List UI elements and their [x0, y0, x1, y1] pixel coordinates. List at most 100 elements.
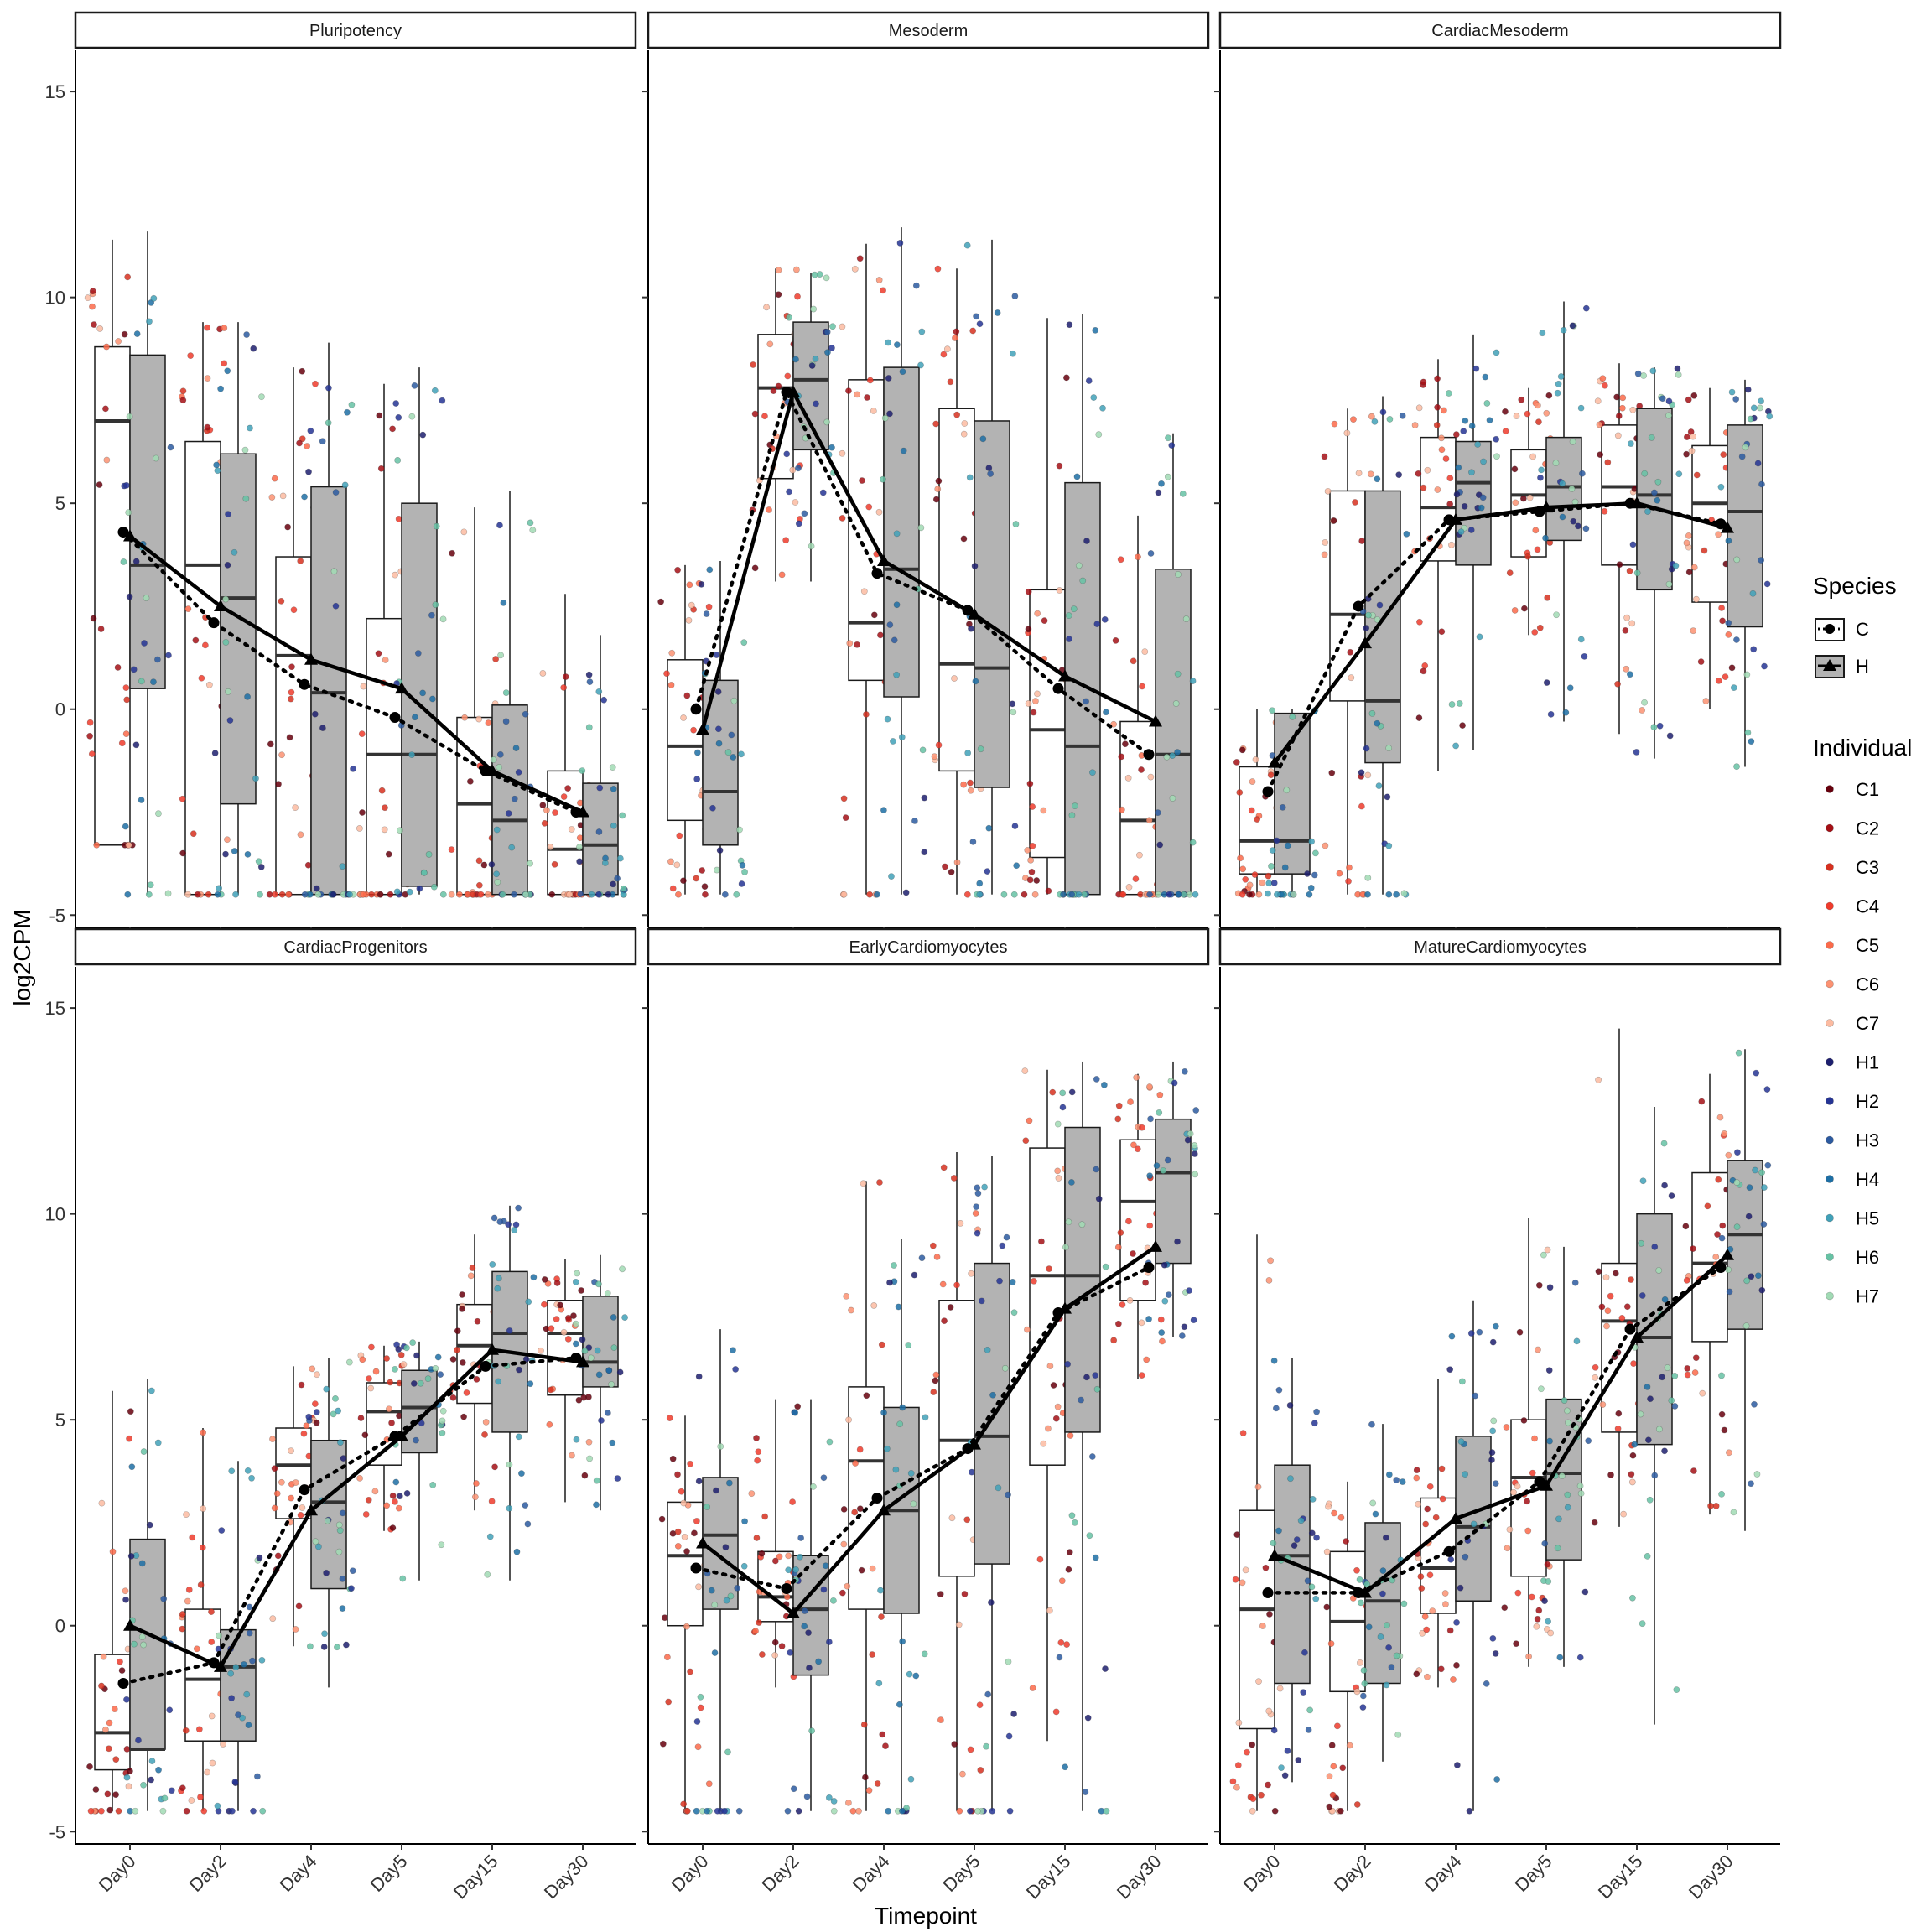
sample-point — [553, 1316, 560, 1323]
sample-point — [1764, 1161, 1772, 1169]
sample-point — [968, 625, 974, 632]
sample-point — [1620, 1510, 1628, 1518]
sample-point — [1672, 562, 1680, 569]
sample-point — [1668, 1397, 1675, 1404]
sample-point — [91, 321, 97, 328]
sample-point — [1046, 1363, 1054, 1369]
sample-point — [984, 1690, 992, 1698]
sample-point — [918, 1254, 926, 1262]
sample-point — [1308, 1530, 1316, 1537]
sample-point — [1233, 1784, 1240, 1791]
sample-point — [428, 695, 436, 703]
sample-point — [1518, 396, 1525, 403]
sample-point — [596, 784, 604, 792]
sample-point — [619, 1265, 626, 1273]
sample-point — [1385, 1471, 1393, 1478]
y-tick-label: 15 — [45, 81, 65, 102]
sample-point — [553, 1280, 561, 1286]
sample-point — [1329, 1807, 1336, 1815]
sample-point — [891, 1262, 897, 1269]
sample-point — [403, 1489, 411, 1497]
sample-point — [893, 530, 901, 538]
sample-point — [1721, 1130, 1728, 1137]
sample-point — [1003, 1233, 1010, 1241]
sample-point — [576, 858, 584, 865]
sample-point — [1622, 626, 1629, 634]
sample-point — [200, 1429, 207, 1436]
sample-point — [332, 489, 340, 496]
sample-point — [1746, 1184, 1753, 1192]
y-tick-label: 10 — [45, 1204, 65, 1225]
sample-point — [147, 881, 154, 889]
sample-point — [1543, 679, 1550, 686]
sample-point — [967, 787, 974, 794]
sample-point — [1554, 389, 1561, 397]
sample-point — [499, 891, 506, 898]
sample-point — [1114, 1115, 1122, 1123]
sample-point — [1083, 538, 1090, 544]
sample-point — [1031, 891, 1039, 898]
sample-point — [845, 387, 852, 395]
box-H — [1064, 1126, 1101, 1433]
sample-point — [792, 1409, 799, 1416]
sample-point — [1168, 442, 1176, 449]
sample-point — [577, 891, 584, 898]
sample-point — [1639, 1177, 1647, 1185]
sample-point — [1492, 1480, 1499, 1488]
sample-point — [432, 1364, 439, 1372]
sample-point — [1665, 397, 1673, 405]
sample-point — [1025, 700, 1032, 707]
sample-point — [674, 1471, 681, 1478]
sample-point — [1269, 752, 1276, 759]
sample-point — [1235, 1719, 1243, 1727]
sample-point — [1546, 1284, 1554, 1291]
sample-point — [471, 1493, 479, 1501]
sample-point — [1040, 807, 1047, 814]
sample-point — [1750, 646, 1758, 653]
sample-point — [1045, 1425, 1052, 1432]
sample-point — [705, 603, 713, 610]
sample-point — [1420, 667, 1427, 675]
sample-point — [1350, 416, 1357, 423]
sample-point — [1598, 1303, 1606, 1311]
sample-point — [1513, 1640, 1519, 1648]
sample-point — [967, 1746, 974, 1753]
sample-point — [1146, 1222, 1154, 1229]
sample-point — [1364, 874, 1372, 881]
sample-point — [792, 356, 799, 363]
sample-point — [1050, 1382, 1057, 1389]
sample-point — [179, 1784, 186, 1792]
sample-point — [840, 891, 848, 898]
sample-point — [1455, 464, 1462, 471]
sample-point — [396, 1493, 403, 1500]
sample-point — [854, 641, 860, 648]
sample-point — [179, 1611, 186, 1618]
sample-point — [140, 1448, 148, 1455]
sample-point — [1275, 1527, 1282, 1535]
sample-point — [299, 367, 306, 375]
sample-point — [1641, 699, 1648, 706]
sample-point — [1538, 1385, 1545, 1393]
sample-point — [197, 1581, 205, 1588]
sample-point — [1359, 1704, 1367, 1711]
sample-point — [865, 503, 873, 511]
sample-point — [823, 329, 831, 335]
sample-point — [1629, 406, 1637, 413]
sample-point — [1336, 870, 1343, 877]
sample-point — [541, 1301, 548, 1308]
sample-point — [953, 411, 961, 418]
individual-legend-label: H5 — [1856, 1208, 1879, 1229]
sample-point — [864, 394, 870, 401]
sample-point — [1555, 1515, 1562, 1523]
sample-point — [1064, 1360, 1072, 1368]
sample-point — [711, 1602, 719, 1608]
sample-point — [736, 826, 743, 834]
sample-point — [1535, 418, 1542, 426]
sample-point — [496, 1218, 504, 1225]
sample-point — [1029, 1685, 1036, 1691]
sample-point — [376, 412, 383, 419]
sample-point — [685, 616, 693, 624]
sample-point — [1655, 1267, 1663, 1274]
sample-point — [812, 356, 819, 362]
